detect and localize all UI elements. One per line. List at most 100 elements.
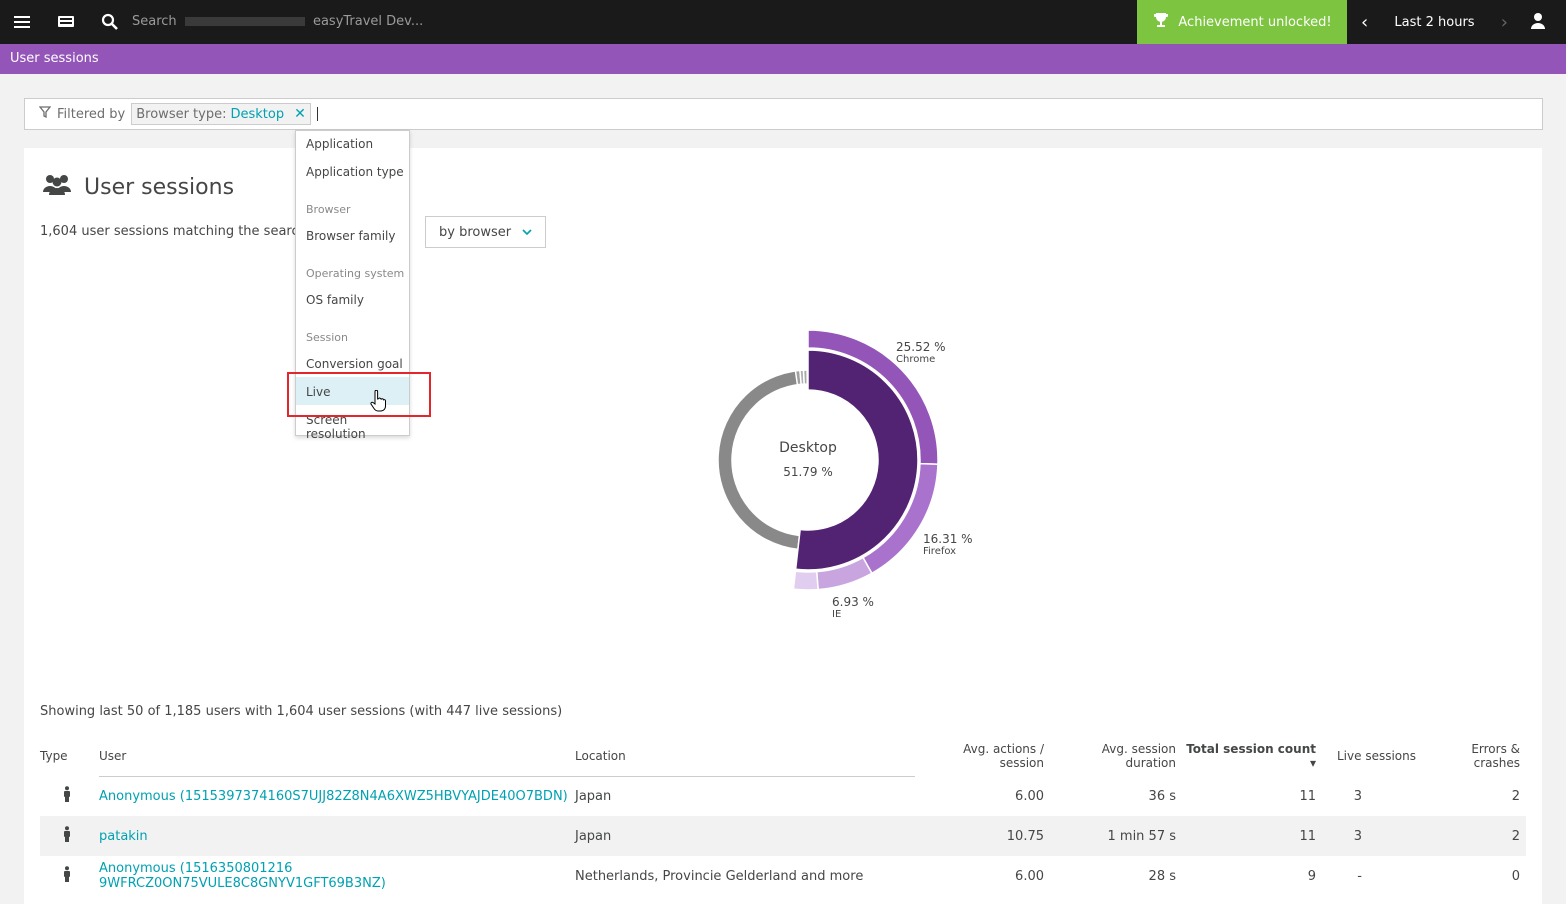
dropdown-group-session: Session [306,331,348,344]
dropdown-item-os-family[interactable]: OS family [306,293,364,307]
user-sessions-card: User sessions 1,604 user sessions matchi… [24,148,1542,904]
users-icon [42,173,72,201]
card-title: User sessions [42,173,234,201]
table-row[interactable]: Anonymous (1516350801216​9WFRCZ0ON75VULE… [40,856,1526,896]
filter-chip-key: Browser type: [136,106,227,122]
chart-label-firefox: Firefox [923,546,956,557]
menu-icon[interactable] [12,12,32,32]
chart-label-chrome-percent: 25.52 % [896,340,946,354]
column-header-type[interactable]: Type [40,749,68,763]
column-header-location[interactable]: Location [575,736,915,777]
total-sessions-cell: 11 [1299,788,1316,804]
table-row[interactable]: Anonymous (1515397374160S7UJJ82Z8N4A6XWZ… [40,776,1526,816]
avg-duration-cell: 1 min 57 s [1050,816,1182,856]
dropdown-item-conversion-goal[interactable]: Conversion goal [306,357,403,371]
search-input[interactable]: Search easyTravel Dev... [132,14,423,29]
dropdown-item-screen-resolution[interactable]: Screen resolution [306,413,366,441]
user-cell[interactable]: Anonymous (1515397374160S7UJJ82Z8N4A6XWZ… [99,776,575,816]
column-header-errors[interactable]: Errors & crashes [1471,742,1520,770]
dropdown-item-application-type[interactable]: Application type [306,165,404,179]
location-cell: Japan [575,816,915,856]
filter-chip[interactable]: Browser type: Desktop ✕ [131,103,311,125]
column-header-avg-duration[interactable]: Avg. session duration [1101,742,1176,770]
avg-actions-cell: 6.00 [1015,868,1044,884]
user-link[interactable]: Anonymous (1515397374160S7UJJ82Z8N4A6XWZ… [99,788,568,804]
errors-cell: 0 [1511,868,1520,884]
table-row[interactable]: patakin Japan 10.75 1 min 57 s 11 3 2 [40,816,1526,856]
dropdown-highlight [296,377,409,405]
errors-cell: 2 [1511,788,1520,804]
filter-icon [38,106,52,122]
chevron-down-icon [522,226,532,239]
avg-actions-cell: 6.00 [1015,788,1044,804]
filter-label: Filtered by [57,106,126,122]
avg-duration-cell: 28 s [1148,868,1176,884]
location-cell: Netherlands, Provincie Gelderland and mo… [575,868,864,884]
other-segment[interactable] [717,369,809,551]
dropdown-group-os: Operating system [306,267,405,280]
browser-sunburst-chart[interactable]: Desktop 51.79 % 25.52 %Chrome 16.31 %Firefo… [664,318,1004,618]
card-title-text: User sessions [84,174,235,200]
breakdown-select-value: by browser [439,224,512,240]
users-table: Type User Location Avg. actions / sessio… [40,736,1526,896]
dropdown-item-application[interactable]: Application [306,137,374,151]
user-link[interactable]: patakin [99,828,148,844]
breakdown-select[interactable]: by browser [425,216,546,248]
column-header-avg-actions[interactable]: Avg. actions / session [963,742,1044,770]
live-sessions-cell: 3 [1322,816,1422,856]
desktop-segment[interactable] [794,349,919,571]
dropdown-group-browser: Browser [306,203,351,216]
chart-label-firefox-percent: 16.31 % [923,532,973,546]
chart-label-ie: IE [832,609,841,618]
live-sessions-cell: 3 [1353,788,1362,804]
sessions-summary: 1,604 user sessions matching the search … [40,224,319,239]
chevron-left-icon[interactable]: ‹ [1361,11,1369,33]
user-link[interactable]: Anonymous (1516350801216​9WFRCZ0ON75VULE… [99,861,386,891]
chart-label-ie-percent: 6.93 % [832,595,874,609]
column-header-live-sessions[interactable]: Live sessions [1337,749,1416,763]
total-sessions-cell: 11 [1182,816,1322,856]
hand-cursor-icon [370,389,386,416]
search-icon[interactable] [100,12,120,32]
close-icon[interactable]: ✕ [294,106,306,122]
column-header-user[interactable]: User [99,736,575,777]
user-icon[interactable] [1530,12,1554,32]
chart-center-label: Desktop [779,440,837,456]
filter-bar[interactable]: Filtered by Browser type: Desktop ✕ [24,98,1543,130]
dropdown-item-live[interactable]: Live [306,385,331,399]
chevron-right-icon[interactable]: › [1500,11,1508,33]
showing-text: Showing last 50 of 1,185 users with 1,60… [40,704,563,719]
highlight-box [287,372,431,417]
timeframe-label[interactable]: Last 2 hours [1394,14,1475,30]
search-placeholder: Search [132,14,177,29]
column-header-total-sessions[interactable]: Total session count ▾ [1186,742,1316,770]
page-title-bar: User sessions [0,44,1566,74]
live-sessions-cell: - [1357,868,1362,884]
user-type-icon [40,816,99,856]
user-cell[interactable]: patakin [99,816,575,856]
timeframe-selector[interactable]: ‹ Last 2 hours › [1347,0,1522,44]
other-segment-small[interactable] [802,369,808,385]
filter-input-caret[interactable] [316,107,318,121]
filter-suggestion-dropdown: Application Application type Browser Bro… [295,130,410,441]
total-sessions-cell: 9 [1307,868,1316,884]
redacted-text [184,17,305,26]
top-navigation-bar: Search easyTravel Dev... Achievement unl… [0,0,1566,44]
dropdown-item-browser-family[interactable]: Browser family [306,229,396,243]
user-type-icon [40,856,99,896]
location-cell: Japan [575,788,612,804]
errors-cell: 2 [1422,816,1526,856]
segment-other-browsers[interactable] [792,570,819,591]
achievement-label: Achievement unlocked! [1178,14,1332,30]
achievement-button[interactable]: Achievement unlocked! [1137,0,1347,44]
page-title: User sessions [10,51,99,66]
user-type-icon [40,776,99,816]
avg-duration-cell: 36 s [1148,788,1176,804]
user-cell[interactable]: Anonymous (1516350801216​9WFRCZ0ON75VULE… [99,856,575,896]
dashboard-icon[interactable] [56,12,76,32]
chart-label-chrome: Chrome [896,354,935,365]
trophy-icon [1152,11,1170,33]
filter-chip-value: Desktop [230,106,285,122]
chart-center-value: 51.79 % [783,465,833,479]
search-context: easyTravel Dev... [312,14,424,29]
